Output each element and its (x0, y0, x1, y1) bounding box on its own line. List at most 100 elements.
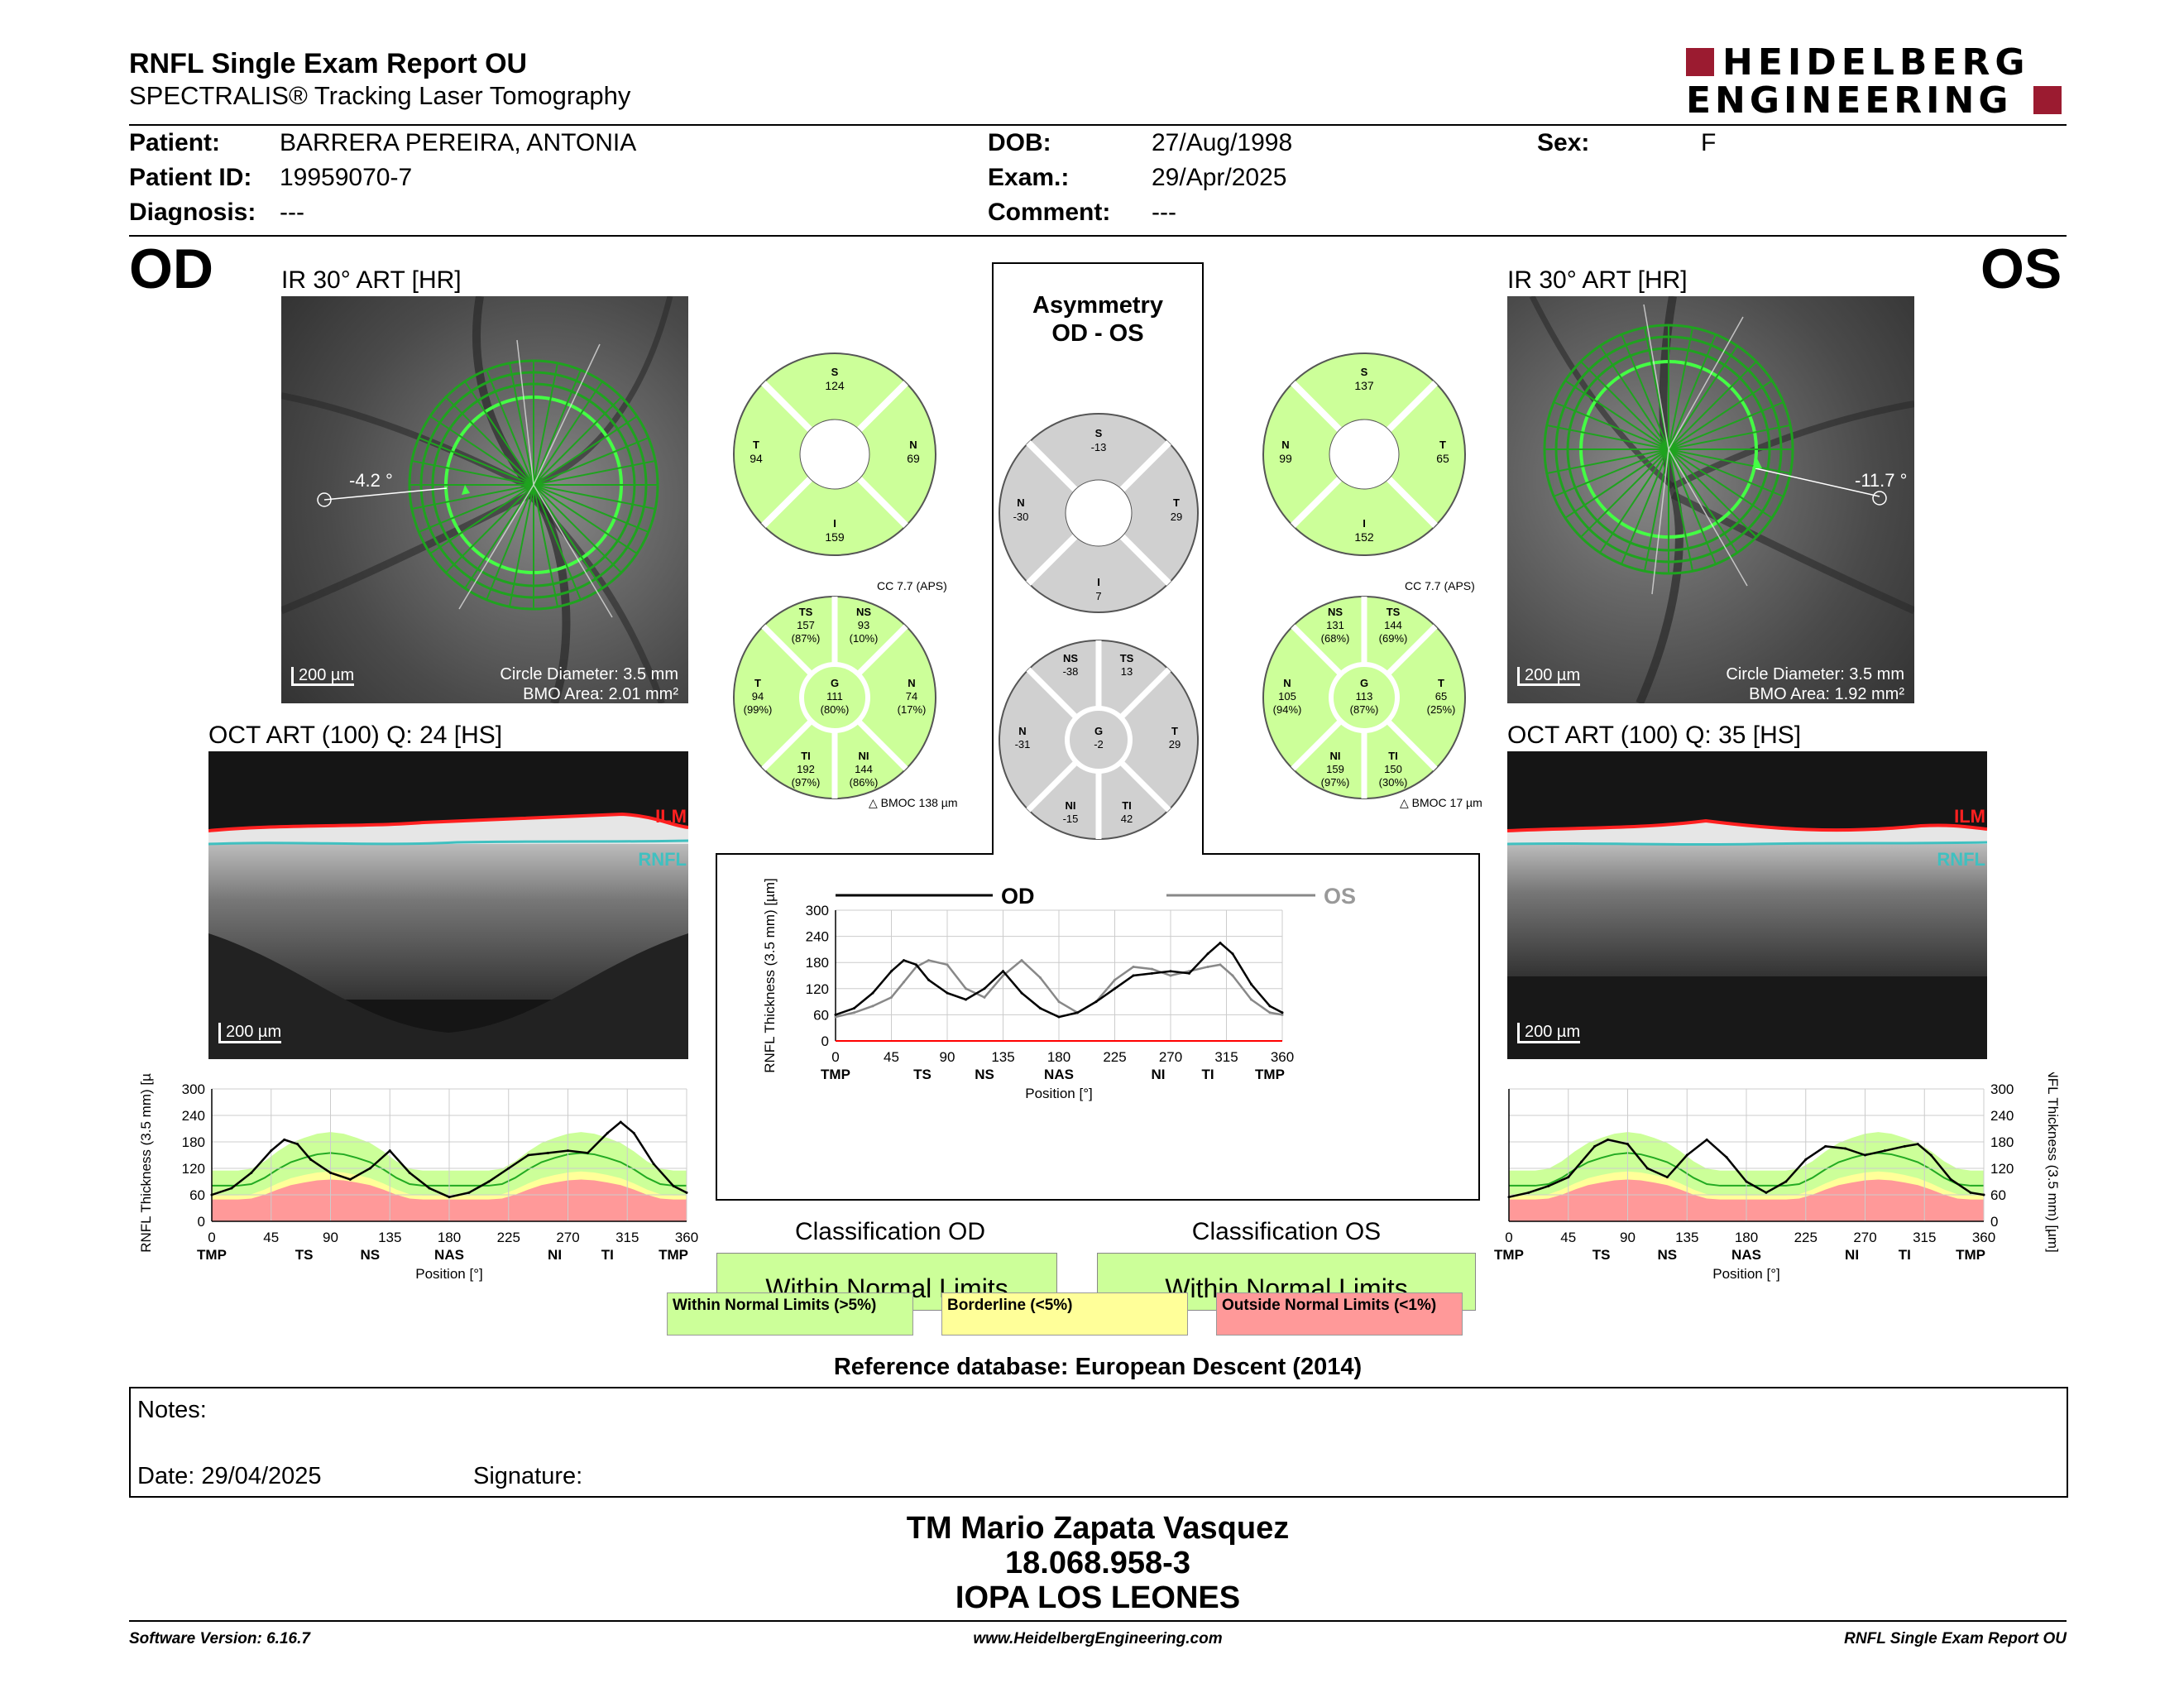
os-ir-title: IR 30° ART [HR] (1507, 266, 1688, 294)
data-point-od (1039, 1007, 1042, 1009)
patient-name: BARRERA PEREIRA, ANTONIA (280, 129, 637, 156)
data-point-os (853, 1011, 855, 1014)
svg-text:T: T (753, 439, 759, 451)
od-quad-i: 159 (825, 530, 845, 544)
svg-text:(17%): (17%) (898, 703, 927, 716)
x-tick-label: 180 (438, 1230, 461, 1245)
x-tick-label: 135 (991, 1049, 1014, 1065)
data-point-os (1745, 1180, 1748, 1183)
notes-date: Date: 29/04/2025 (137, 1463, 322, 1489)
data-point-os (1132, 965, 1135, 968)
data-point-os (1151, 967, 1153, 971)
svg-text:-2: -2 (1094, 738, 1104, 750)
data-point-od (672, 1184, 675, 1187)
data-point-od (652, 1163, 655, 1166)
x-tick-label: 90 (940, 1049, 956, 1065)
data-point-od (1057, 1015, 1061, 1019)
svg-text:N: N (1283, 677, 1291, 689)
footer-website[interactable]: www.HeidelbergEngineering.com (973, 1630, 1223, 1647)
data-point-od (283, 1138, 286, 1141)
svg-text:(87%): (87%) (1350, 703, 1379, 716)
svg-text:I: I (833, 517, 836, 530)
data-point-od (965, 998, 967, 1001)
data-point-os (871, 1005, 874, 1008)
data-point-os (1784, 1180, 1788, 1183)
svg-text:(80%): (80%) (821, 703, 850, 716)
svg-text:(97%): (97%) (792, 776, 821, 789)
y-tick-label: 240 (806, 929, 829, 945)
data-point-os (1206, 965, 1209, 968)
svg-text:S: S (1361, 366, 1368, 378)
svg-text:TI: TI (1122, 799, 1132, 812)
svg-text:TS: TS (1120, 652, 1134, 664)
dob: 27/Aug/1998 (1152, 129, 1293, 156)
data-point-od (1114, 987, 1116, 990)
signer-id: 18.068.958-3 (1005, 1546, 1190, 1580)
reference-database: Reference database: European Descent (20… (833, 1354, 1363, 1380)
data-point-os (1982, 1193, 1985, 1196)
data-point-od (890, 970, 893, 973)
y-tick-label: 120 (1990, 1161, 2014, 1177)
od-ilm-label: ILM (655, 806, 687, 827)
y-tick-label: 300 (182, 1081, 205, 1097)
svg-text:-13: -13 (1091, 441, 1107, 453)
os-fundus-image: -11.7 ° 200 µm Circle Diameter: 3.5 mm B… (1507, 296, 1914, 703)
comment-label: Comment: (988, 199, 1111, 226)
y-tick-label: 120 (182, 1161, 205, 1177)
svg-text:(86%): (86%) (850, 776, 879, 789)
data-point-od (1231, 952, 1234, 956)
data-point-od (1169, 970, 1172, 973)
svg-text:N: N (908, 677, 915, 689)
data-point-os (1268, 1011, 1272, 1014)
data-point-od (1250, 983, 1252, 986)
svg-text:(94%): (94%) (1273, 703, 1302, 716)
data-point-os (1883, 1149, 1886, 1153)
signer-org: IOPA LOS LEONES (955, 1580, 1241, 1615)
svg-text:-31: -31 (1015, 738, 1031, 750)
sector-label: NS (361, 1247, 381, 1263)
svg-text:I: I (1097, 576, 1100, 588)
data-point-os (903, 981, 905, 984)
sector-label: TI (1899, 1247, 1911, 1263)
data-point-os (1002, 974, 1004, 977)
data-point-os (946, 963, 949, 966)
x-tick-label: 225 (1103, 1049, 1126, 1065)
sex-label: Sex: (1537, 129, 1590, 156)
legend-borderline: Borderline (<5%) (941, 1292, 1188, 1336)
od-rnfl-label: RNFL (638, 849, 687, 870)
asym-tsnit-chart: 0 60 120 180 240 300 0 45 90 135 180 225 270 315 360 TM… (762, 878, 1356, 1101)
data-point-os (1281, 1013, 1284, 1016)
y-tick-label: 0 (198, 1214, 205, 1230)
od-quad-s: 124 (825, 379, 845, 392)
svg-text:74: 74 (906, 690, 917, 703)
x-tick-label: 0 (208, 1230, 215, 1245)
os-tsnit-chart: 0 60 120 180 240 300 0 45 90 135 180 225 270 315 360 TM… (1494, 1072, 2061, 1282)
notes-box[interactable]: Notes: Date: 29/04/2025 Signature: (129, 1387, 2068, 1498)
y-tick-label: 300 (806, 903, 829, 918)
data-point-os (927, 959, 930, 962)
x-tick-label: 270 (556, 1230, 579, 1245)
patient-id: 19959070-7 (280, 164, 413, 191)
notes-label: Notes: (137, 1397, 207, 1423)
od-cc: CC 7.7 (APS) (877, 579, 947, 592)
data-point-od (408, 1171, 411, 1174)
sector-label: TMP (1956, 1247, 1985, 1263)
od-tsnit-chart: 0 60 120 180 240 300 0 45 90 135 180 225 270 315 360 TM… (138, 1072, 698, 1282)
svg-text:S: S (831, 366, 839, 378)
data-point-os (1057, 1000, 1061, 1004)
legend-outside: Outside Normal Limits (<1%) (1216, 1292, 1463, 1336)
eye-label-os: OS (1980, 237, 2062, 300)
data-point-os (1039, 976, 1042, 980)
data-point-od (927, 978, 930, 981)
svg-text:42: 42 (1121, 813, 1133, 825)
svg-text:(69%): (69%) (1379, 632, 1408, 645)
sex: F (1701, 129, 1717, 156)
data-point-od (567, 1149, 569, 1153)
sector-label: TS (913, 1067, 932, 1082)
eye-label-od: OD (129, 237, 213, 300)
sector-label: NS (975, 1067, 994, 1082)
data-point-od (1076, 1011, 1079, 1014)
svg-text:I: I (1363, 517, 1366, 530)
